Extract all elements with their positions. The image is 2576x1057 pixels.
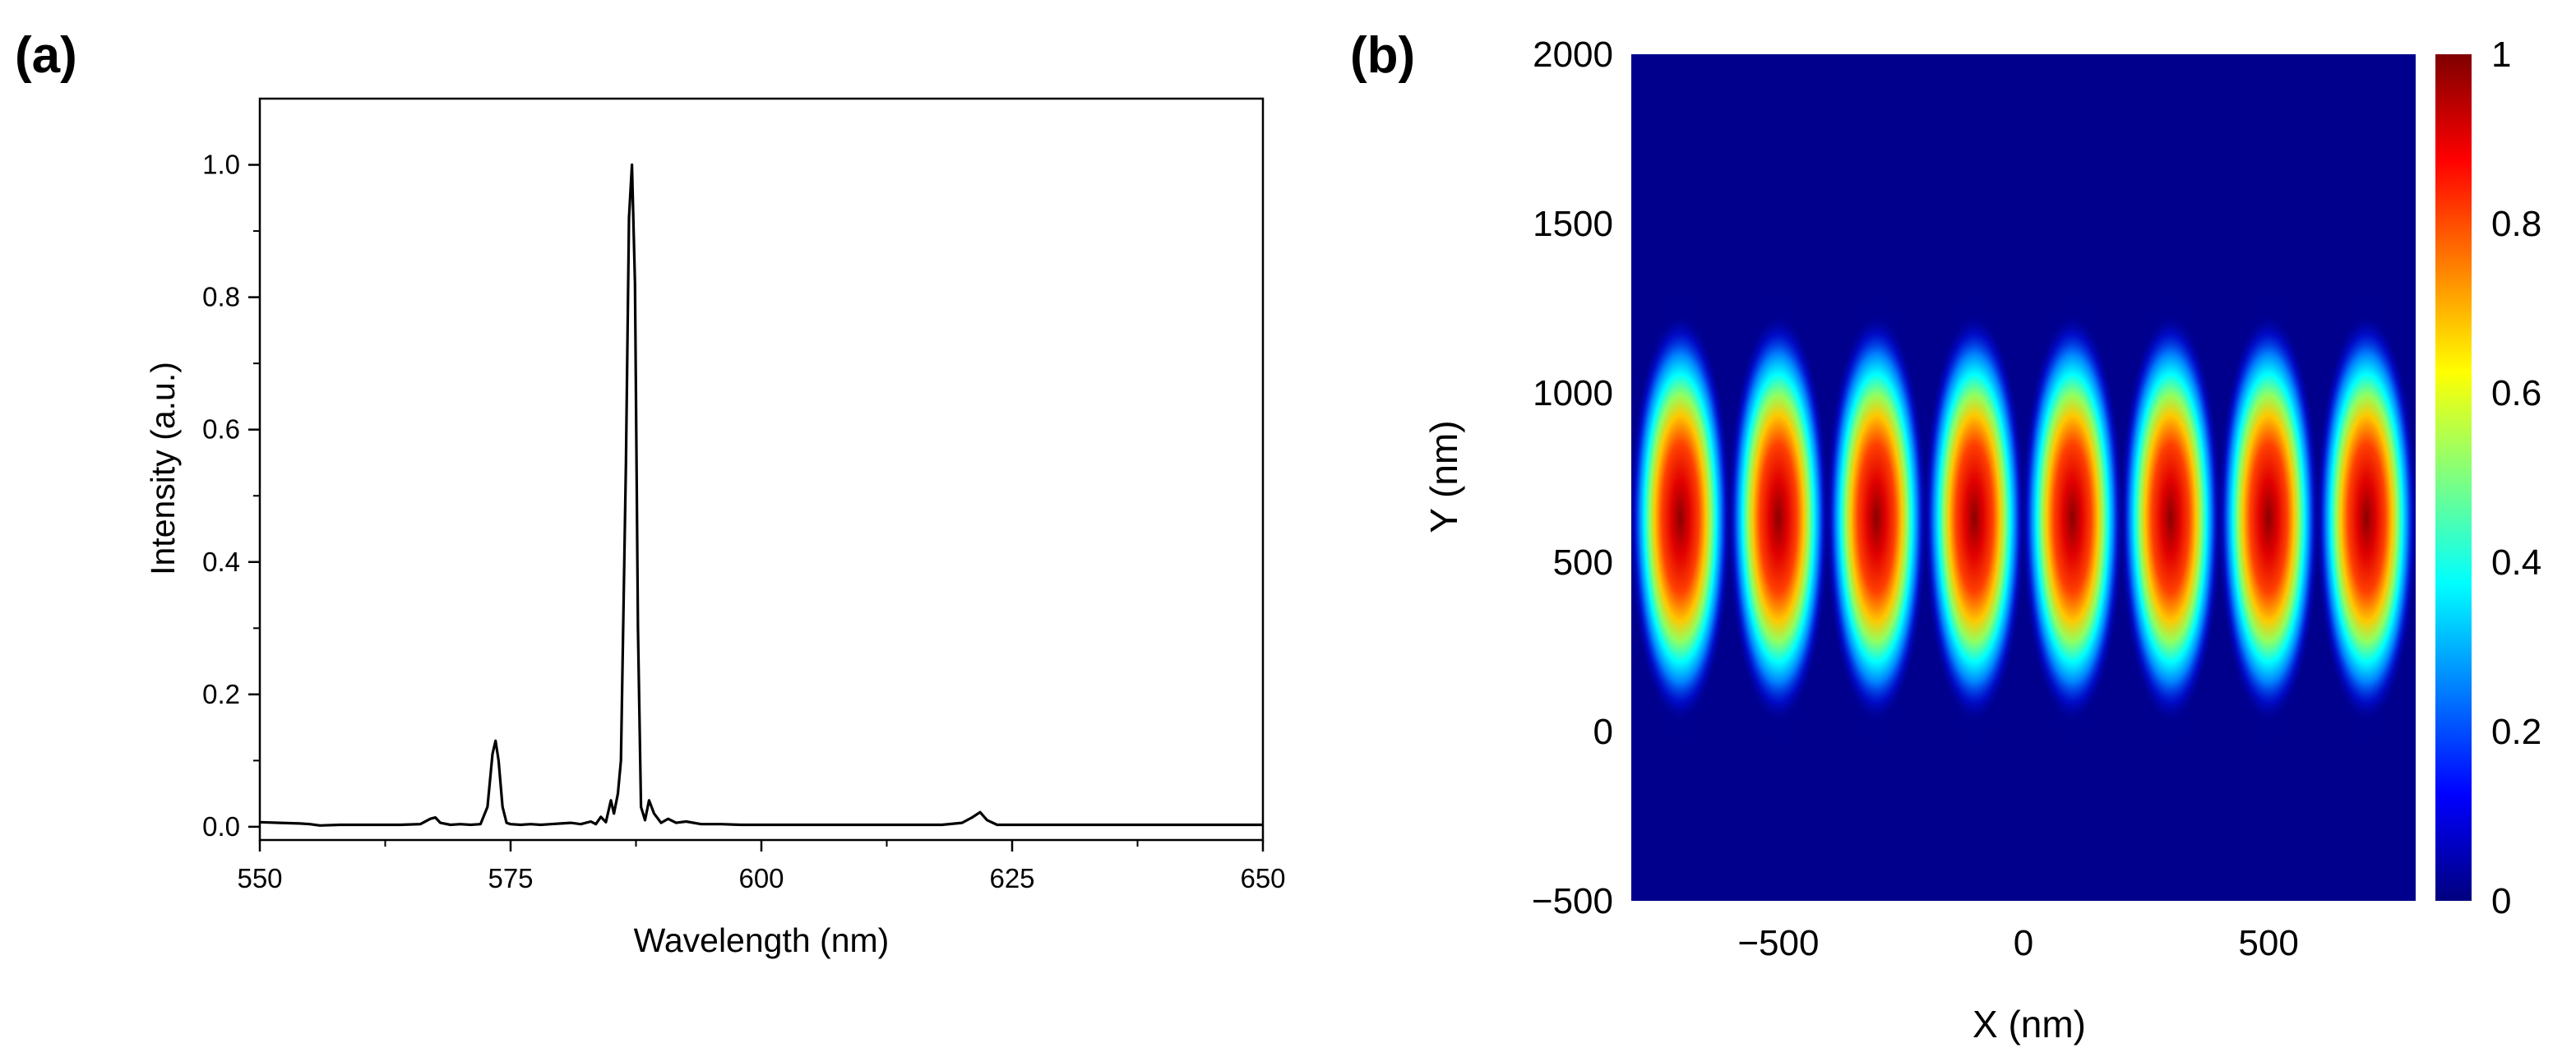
x-tick-label: 0 [2014,923,2033,963]
colorbar-tick-label: 0.8 [2491,204,2541,244]
colorbar-tick-label: 0.2 [2491,712,2541,752]
colorbar-tick-label: 0.4 [2491,542,2541,583]
x-tick-label: 550 [237,863,282,893]
y-tick-label: 0.6 [202,414,240,445]
field-lobe [2218,312,2320,724]
spectrum-line [259,163,1263,827]
y-tick-label: −500 [1532,881,1613,921]
x-tick-label: 575 [488,863,533,893]
panel-a-y-axis-label: Intensity (a.u.) [144,362,182,575]
y-tick-label: 0.8 [202,282,240,312]
x-tick-label: 500 [2238,923,2298,963]
panel-a-spectrum: (a) 550 575 600 625 650 0.0 0.2 0.4 0.6 0.8 1.0 Wa… [15,27,1286,959]
y-tick-label: 0.2 [202,679,240,709]
y-tick-label: 1.0 [202,150,240,180]
y-tick-label: 0.0 [202,811,240,842]
y-tick-label: 1500 [1533,204,1613,244]
field-lobe [1727,312,1829,724]
colorbar [2435,54,2472,901]
field-lobe [1631,312,1732,724]
panel-b-x-axis-label: X (nm) [1972,1003,2086,1045]
panel-a-x-axis-label: Wavelength (nm) [634,921,890,959]
y-tick-label: 0 [1593,712,1613,752]
y-tick-label: 500 [1553,542,1613,583]
field-lobe [2119,312,2222,724]
x-tick-label: 600 [738,863,784,893]
field-lobe [1825,312,1928,724]
colorbar-tick-label: 0 [2491,881,2511,921]
colorbar-tick-label: 1 [2491,35,2511,75]
x-tick-label: 650 [1240,863,1285,893]
panel-a-ticks: 550 575 600 625 650 0.0 0.2 0.4 0.6 0.8 1.0 [202,150,1285,893]
field-lobe [2315,312,2416,724]
colorbar-tick-label: 0.6 [2491,373,2541,413]
panel-b-ticks: −500 0 500 −500 0 500 1000 1500 2000 [1532,35,2299,963]
y-tick-label: 1000 [1533,373,1613,413]
field-lobe [2021,312,2124,724]
panel-b-y-axis-label: Y (nm) [1422,420,1465,533]
panel-b-label: (b) [1350,27,1415,84]
y-tick-label: 0.4 [202,547,240,577]
heatmap-field [1631,234,2416,802]
y-tick-label: 2000 [1533,35,1613,75]
x-tick-label: −500 [1737,923,1819,963]
field-lobe [1923,312,2026,724]
colorbar-ticks: 0 0.2 0.4 0.6 0.8 1 [2491,35,2541,921]
panel-a-label: (a) [15,27,77,84]
panel-a-plot-frame [258,97,1265,842]
x-tick-label: 625 [989,863,1034,893]
